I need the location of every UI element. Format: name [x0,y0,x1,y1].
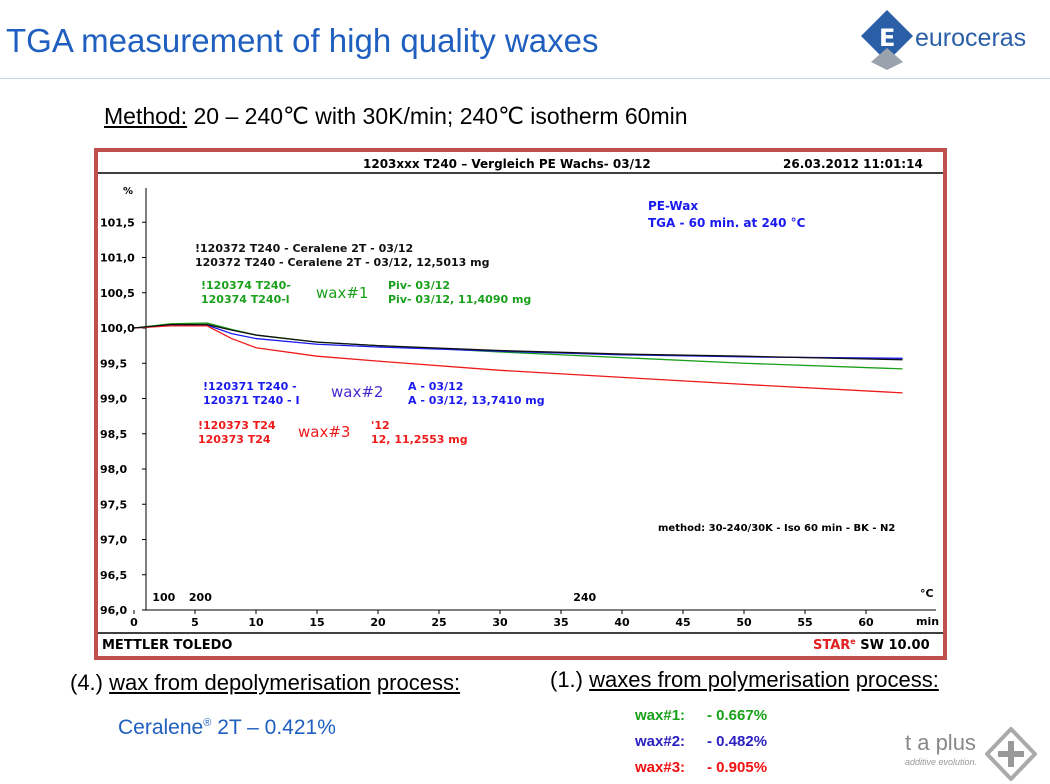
footer-reg: e [850,637,856,646]
y-tick-label: 96,5 [100,569,127,582]
y-tick-label: 100,5 [100,287,135,300]
wax1-name: wax#1 [316,284,368,302]
series-line-wax#3 [133,325,903,394]
wax1-label-2: 120374 T240-l [201,293,290,306]
x-tick-label: 0 [130,616,138,629]
taplus-plus-icon [985,727,1037,781]
footer-star: STAR [813,638,850,653]
x-tick-label: 35 [553,616,568,629]
wax2-label-4: A - 03/12, 13,7410 mg [408,394,545,407]
y-tick-label: 99,0 [100,393,127,406]
y-tick-label: 96,0 [100,604,127,617]
footer-left: METTLER TOLEDO [102,638,232,653]
temp-tick-label: 100 [152,591,175,604]
x-tick-label: 55 [797,616,812,629]
chart-title: 1203xxx T240 – Vergleich PE Wachs- 03/12 [363,157,651,171]
temp-tick-label: 240 [573,591,596,604]
wax2-name: wax#2 [331,383,383,401]
x-tick-label: 15 [309,616,324,629]
ceralene-result: Ceralene® 2T – 0.421% [118,716,336,739]
logo-text: euroceras [915,24,1027,52]
wax1-label-1: !120374 T240- [201,279,291,292]
method-line: Method: 20 – 240℃ with 30K/min; 240℃ iso… [104,103,688,130]
header-note-1: PE-Wax [648,199,698,213]
y-tick-label: 99,5 [100,357,127,370]
series-line-wax#2 [133,324,903,359]
taplus-logo-text: t a plus [905,730,976,755]
polymerisation-heading: (1.) waxes from polymerisation process: [550,667,939,692]
wax3-label-3: '12 [371,419,390,432]
method-text: 20 – 240℃ with 30K/min; 240℃ isotherm 60… [193,103,688,129]
wax3-label-2: 120373 T24 [198,433,271,446]
y-tick-label: 98,5 [100,428,127,441]
x-tick-label: 25 [431,616,446,629]
method-note: method: 30-240/30K - Iso 60 min - BK - N… [658,523,895,534]
title-divider [0,78,1050,79]
method-label: Method: [104,103,188,129]
wax3-name: wax#3 [298,423,350,441]
y-tick-label: 98,0 [100,463,127,476]
x-tick-label: 45 [675,616,690,629]
temp-axis-label: °C [920,587,934,600]
logo-letter: E [879,24,895,52]
x-tick-label: 5 [191,616,199,629]
x-tick-label: 50 [736,616,752,629]
x-tick-label: 30 [492,616,508,629]
y-tick-label: 100,0 [100,322,135,335]
chart-timestamp: 26.03.2012 11:01:14 [783,157,923,171]
wax1-label-3: Piv- 03/12 [388,279,450,292]
taplus-tagline: additive evolution. [905,757,978,767]
wax1-label-4: Piv- 03/12, 11,4090 mg [388,293,531,306]
result-wax2: wax#2: - 0.482% [635,733,768,750]
series-line-wax#1 [133,322,903,370]
x-axis-label: min [916,615,939,628]
depolymerisation-heading: (4.) wax from depolymerisation process: [70,670,461,695]
x-tick-label: 20 [370,616,386,629]
temp-tick-label: 200 [189,591,212,604]
result-wax3: wax#3: - 0.905% [635,759,768,776]
x-tick-label: 40 [614,616,630,629]
wax3-label-4: 12, 11,2553 mg [371,433,468,446]
y-tick-label: 97,0 [100,534,127,547]
euroceras-logo: E [861,10,913,70]
y-tick-label: 97,5 [100,498,127,511]
footer-right: SW 10.00 [860,638,929,653]
series-line-ceralene [133,323,903,361]
y-axis-label: % [123,186,133,197]
chart-frame: 1203xxx T240 – Vergleich PE Wachs- 03/12… [94,148,947,660]
slide-title: TGA measurement of high quality waxes [6,22,599,59]
y-tick-label: 101,5 [100,216,135,229]
tga-chart: 1203xxx T240 – Vergleich PE Wachs- 03/12… [98,157,943,653]
svg-text:STARe SW 10.00: STARe SW 10.00 [813,637,930,653]
wax2-label-2: 120371 T240 - I [203,394,300,407]
y-tick-label: 101,0 [100,252,135,265]
ceralene-label-2: 120372 T240 - Ceralene 2T - 03/12, 12,50… [195,256,489,269]
ceralene-label-1: !120372 T240 - Ceralene 2T - 03/12 [195,242,413,255]
x-tick-label: 10 [248,616,264,629]
header-note-2: TGA - 60 min. at 240 °C [648,216,806,230]
wax2-label-3: A - 03/12 [408,380,463,393]
x-tick-label: 60 [858,616,874,629]
wax2-label-1: !120371 T240 - [203,380,297,393]
wax3-label-1: !120373 T24 [198,419,276,432]
result-wax1: wax#1: - 0.667% [635,707,768,724]
